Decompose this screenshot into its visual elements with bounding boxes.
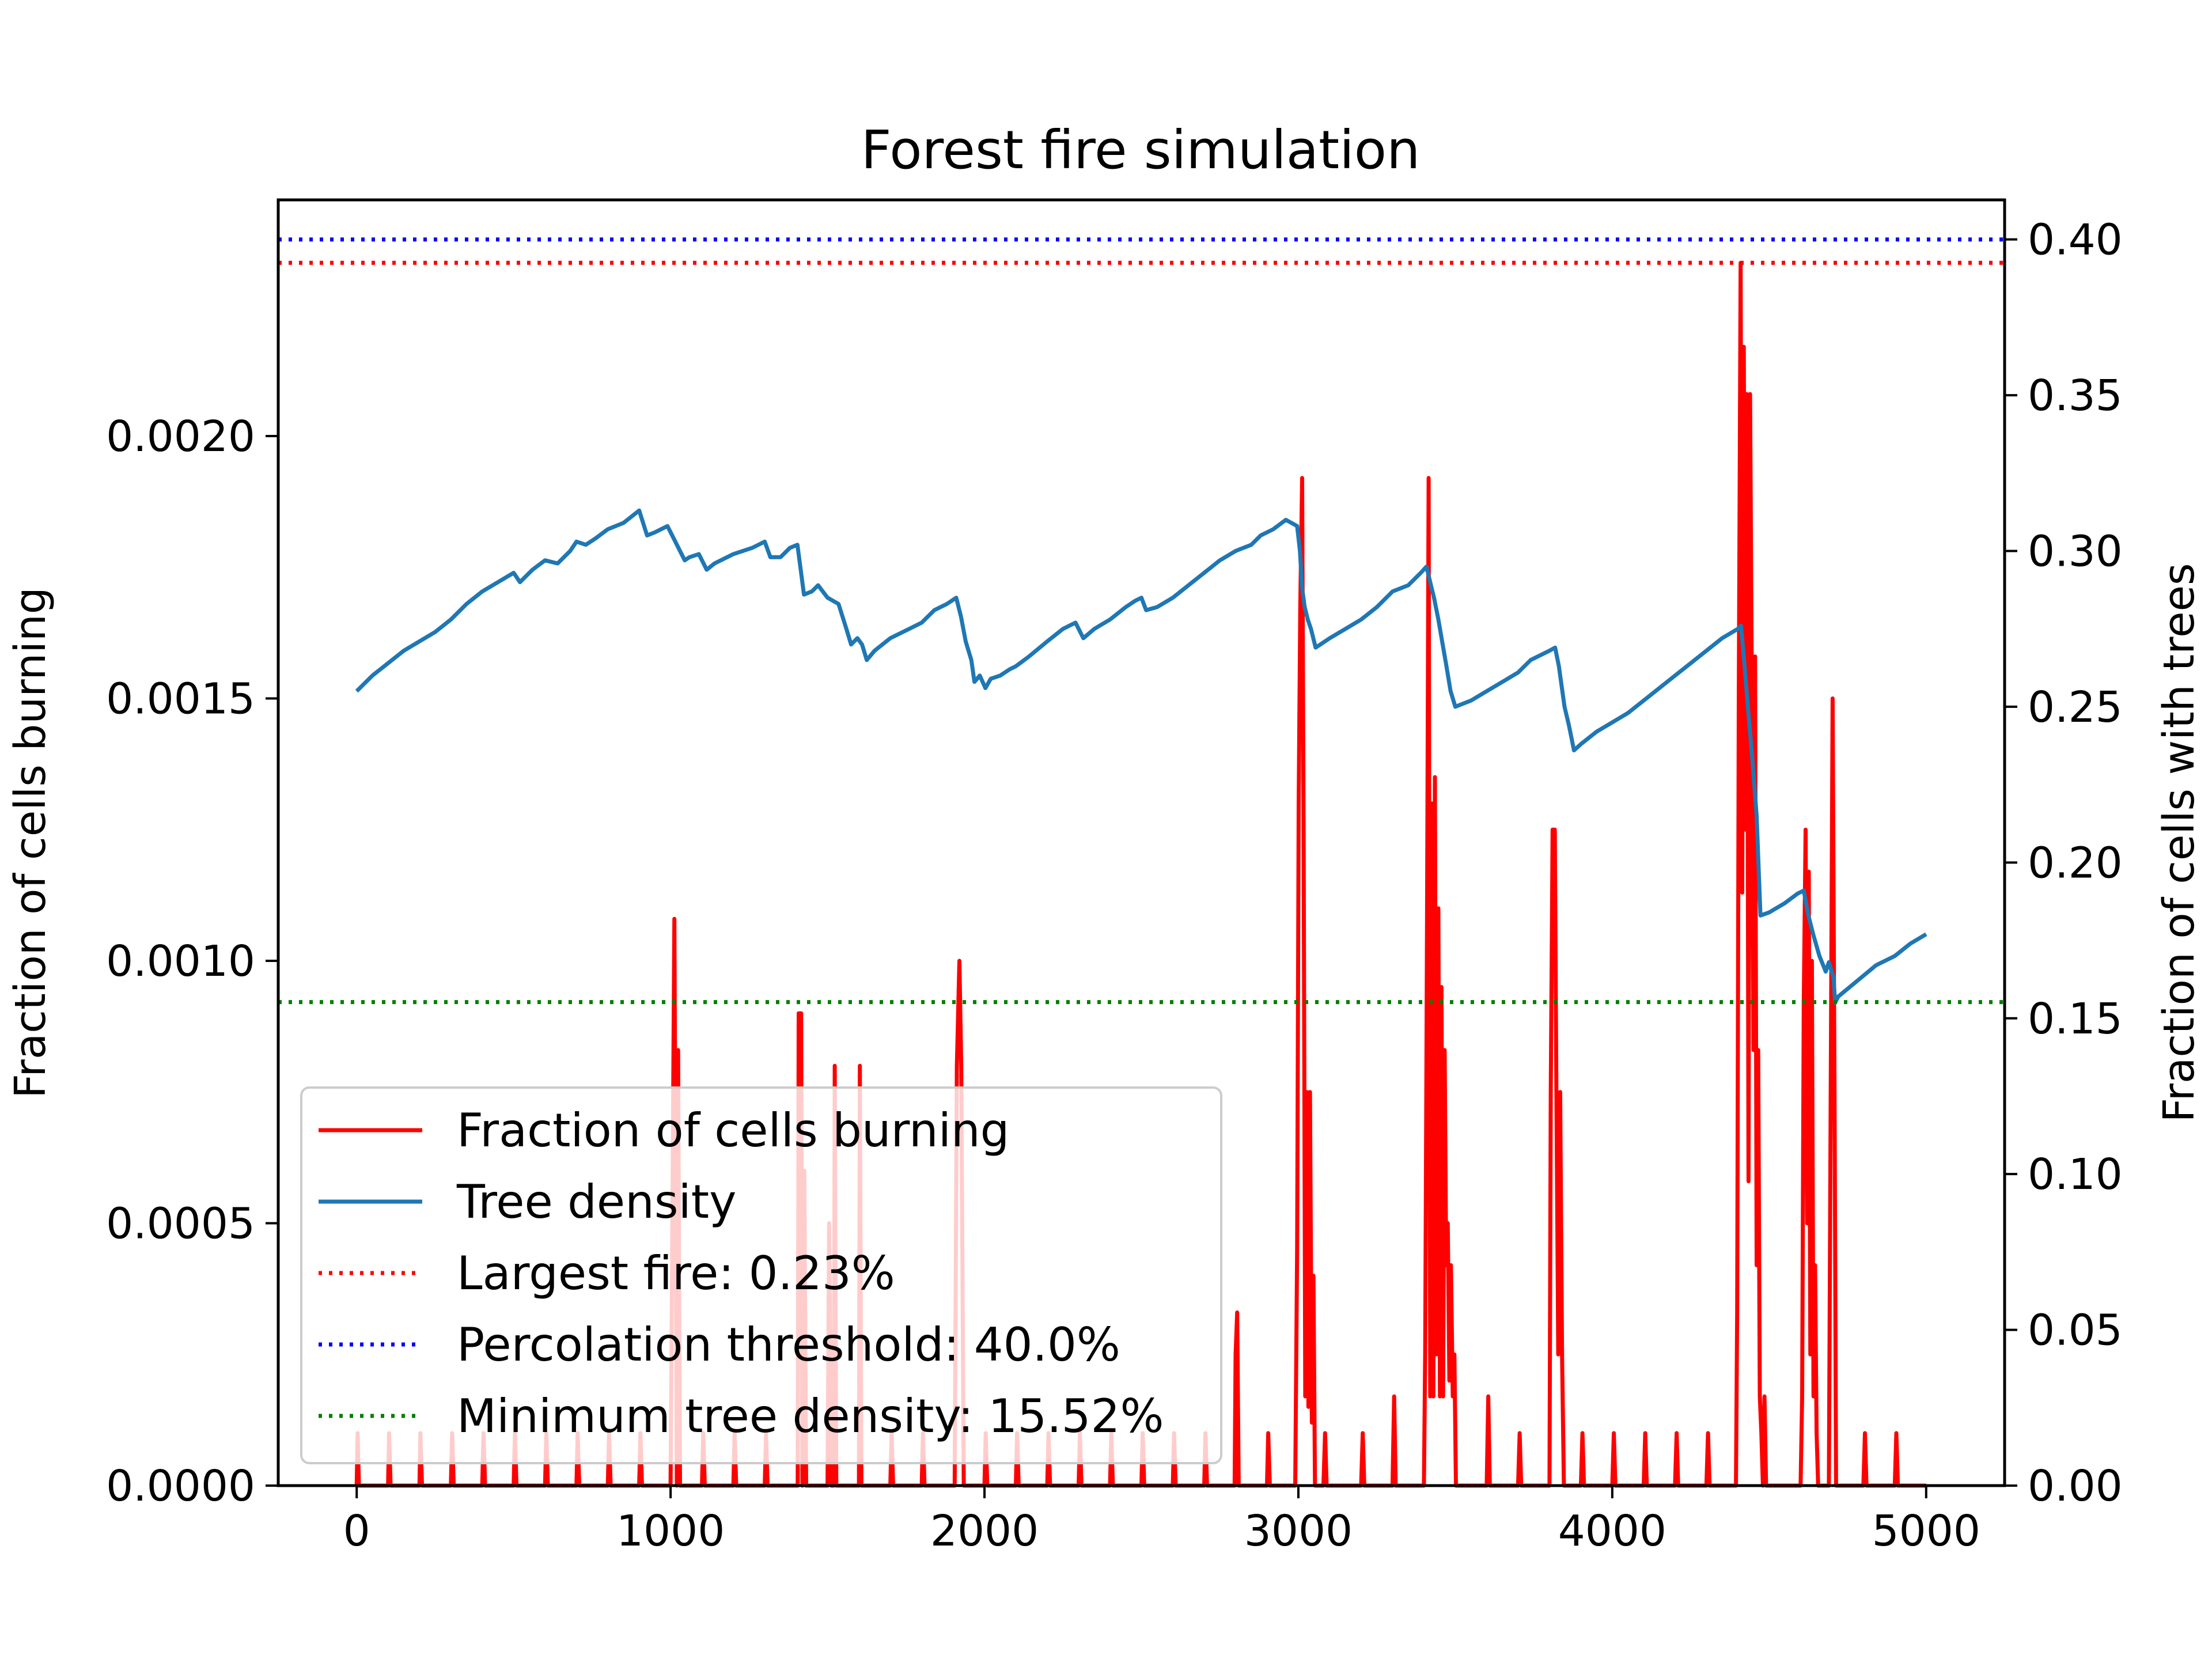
legend-label: Minimum tree density: 15.52% [457,1389,1164,1443]
right-y-tick-label: 0.15 [2028,994,2123,1044]
right-y-tick-label: 0.00 [2028,1461,2123,1511]
x-tick-label: 2000 [930,1506,1039,1556]
right-y-tick-label: 0.20 [2028,838,2123,888]
left-y-tick-label: 0.0020 [106,412,255,461]
right-y-axis-label: Fraction of cells with trees [2154,563,2204,1122]
left-y-axis-ticks: 0.0000 0.0005 0.0010 0.0015 0.0020 [106,412,278,1511]
x-tick-label: 5000 [1872,1506,1980,1556]
right-y-tick-label: 0.05 [2028,1306,2123,1355]
left-y-axis-label: Fraction of cells burning [6,587,55,1099]
tree-density-line [355,508,1927,1005]
legend-label: Percolation threshold: 40.0% [457,1318,1120,1372]
x-tick-label: 1000 [616,1506,725,1556]
left-y-tick-label: 0.0015 [106,674,255,724]
right-y-tick-label: 0.35 [2028,371,2123,421]
x-axis-ticks: 0 1000 2000 3000 4000 5000 [343,1486,1980,1556]
right-y-tick-label: 0.25 [2028,683,2123,732]
left-y-tick-label: 0.0005 [106,1199,255,1248]
right-y-axis-ticks: 0.00 0.05 0.10 0.15 0.20 0.25 0.30 0.35 0.40 [2005,215,2123,1511]
left-y-tick-label: 0.0010 [106,937,255,986]
right-y-tick-label: 0.30 [2028,527,2123,577]
legend-label: Tree density [456,1175,736,1229]
legend-box [300,1086,1222,1464]
legend-label: Largest fire: 0.23% [457,1247,895,1300]
reference-lines [278,237,2005,1005]
x-tick-label: 4000 [1558,1506,1666,1556]
right-y-tick-label: 0.40 [2028,215,2123,265]
x-tick-label: 0 [343,1506,370,1556]
legend: Fraction of cells burning Tree density Lar… [300,1086,1222,1464]
legend-items: Fraction of cells burning Tree density Lar… [319,1104,1164,1443]
chart-title: Forest fire simulation [861,119,1421,181]
left-y-tick-label: 0.0000 [106,1461,255,1511]
legend-label: Fraction of cells burning [457,1104,1009,1157]
right-y-tick-label: 0.10 [2028,1150,2123,1199]
x-tick-label: 3000 [1244,1506,1353,1556]
plot-area-frame [276,198,2006,1487]
